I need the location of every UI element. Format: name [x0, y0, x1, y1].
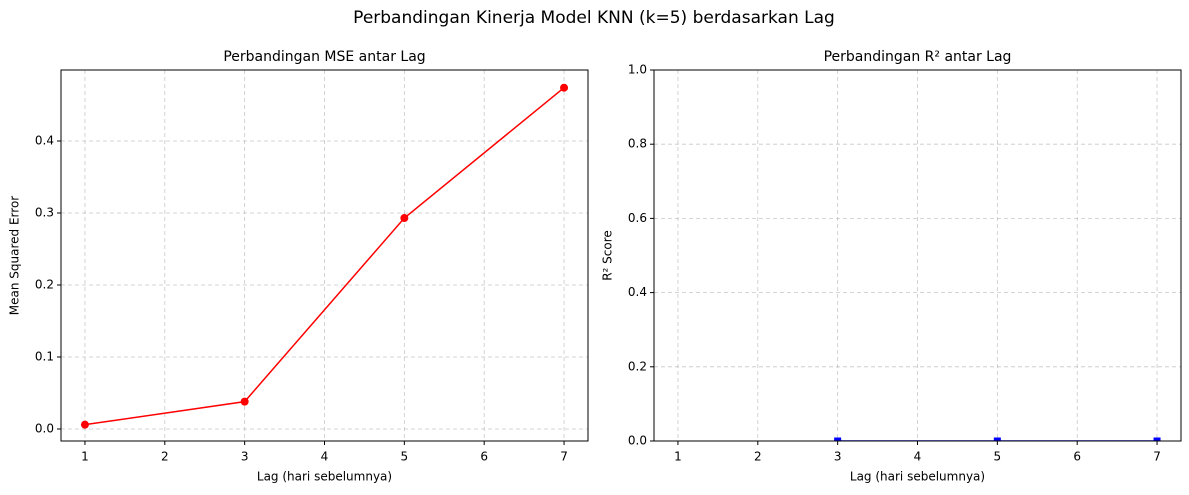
y-tick-label: 0.0 [628, 434, 647, 448]
x-tick-label: 1 [674, 450, 682, 464]
chart-title: Perbandingan R² antar Lag [824, 49, 1012, 65]
y-tick-label: 0.3 [35, 205, 54, 219]
y-tick-label: 0.1 [35, 349, 54, 363]
plot-area [80, 83, 569, 429]
x-tick-label: 7 [560, 450, 568, 464]
y-axis-label: Mean Squared Error [8, 196, 22, 316]
series-line [84, 87, 565, 426]
y-tick-label: 0.4 [35, 133, 54, 147]
y-tick-label: 1.0 [628, 63, 647, 77]
x-tick-label: 4 [914, 450, 922, 464]
data-point [400, 214, 409, 223]
y-tick-label: 0.6 [628, 211, 647, 225]
x-axis-label: Lag (hari sebelumnya) [850, 470, 985, 484]
chart-title: Perbandingan MSE antar Lag [223, 49, 425, 65]
x-tick-label: 1 [81, 450, 89, 464]
y-tick-label: 0.2 [628, 359, 647, 373]
y-tick-label: 0.0 [35, 421, 54, 435]
data-point [834, 437, 842, 441]
x-tick-label: 3 [834, 450, 842, 464]
data-point [1153, 437, 1161, 441]
y-tick-label: 0.2 [35, 277, 54, 291]
y-tick-label: 0.4 [628, 285, 647, 299]
x-tick-label: 5 [401, 450, 409, 464]
x-tick-label: 5 [994, 450, 1002, 464]
data-point [240, 397, 249, 406]
x-tick-label: 6 [480, 450, 488, 464]
x-tick-label: 3 [241, 450, 249, 464]
x-tick-label: 2 [161, 450, 169, 464]
figure-title: Perbandingan Kinerja Model KNN (k=5) ber… [353, 8, 835, 28]
data-point [993, 437, 1001, 441]
x-tick-label: 4 [321, 450, 329, 464]
x-tick-label: 7 [1153, 450, 1161, 464]
x-tick-label: 6 [1073, 450, 1081, 464]
axes-frame [60, 69, 589, 442]
data-point [560, 83, 569, 92]
axes-frame [653, 69, 1182, 442]
data-point [80, 420, 89, 429]
x-tick-label: 2 [754, 450, 762, 464]
x-axis-label: Lag (hari sebelumnya) [257, 470, 392, 484]
y-tick-label: 0.8 [628, 137, 647, 151]
plot-area [834, 437, 1161, 441]
y-axis-label: R² Score [601, 230, 615, 281]
